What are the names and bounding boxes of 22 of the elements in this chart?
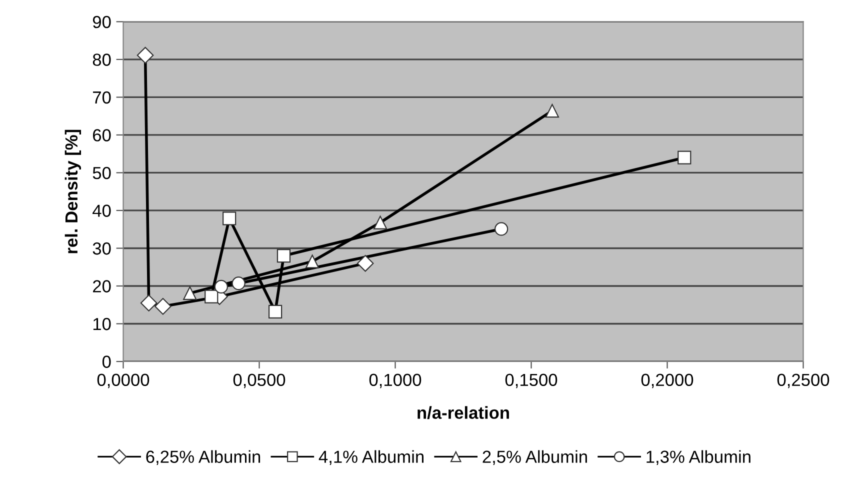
y-tick-label: 70 bbox=[93, 91, 111, 104]
y-tick-label: 20 bbox=[93, 280, 111, 292]
x-tick-label: 0,0000 bbox=[97, 374, 150, 388]
legend-label: 1,3% Albumin bbox=[646, 450, 750, 465]
legend-label: 4,1% Albumin bbox=[318, 450, 424, 465]
y-tick-label: 30 bbox=[92, 242, 111, 255]
y-tick-label: 0 bbox=[102, 356, 111, 368]
x-tick-label: 0,1000 bbox=[369, 374, 422, 388]
y-tick-label: 80 bbox=[92, 54, 111, 66]
x-axis-title: n/a-relation bbox=[418, 406, 509, 420]
legend-label: 2,5% Albumin bbox=[482, 450, 587, 465]
x-tick-label: 0,1500 bbox=[505, 374, 558, 388]
y-tick-label: 60 bbox=[93, 129, 111, 142]
y-tick-label: 10 bbox=[93, 318, 111, 330]
x-tick-label: 0,0500 bbox=[233, 374, 286, 388]
x-tick-label: 0,2500 bbox=[777, 374, 830, 388]
y-tick-label: 50 bbox=[92, 166, 111, 180]
y-tick-label: 40 bbox=[92, 204, 111, 217]
x-tick-label: 0,2000 bbox=[641, 374, 694, 388]
y-tick-label: 90 bbox=[92, 16, 111, 28]
y-axis-title: rel. Density [%] bbox=[64, 130, 82, 254]
legend-label: 6,25% Albumin bbox=[146, 450, 260, 465]
